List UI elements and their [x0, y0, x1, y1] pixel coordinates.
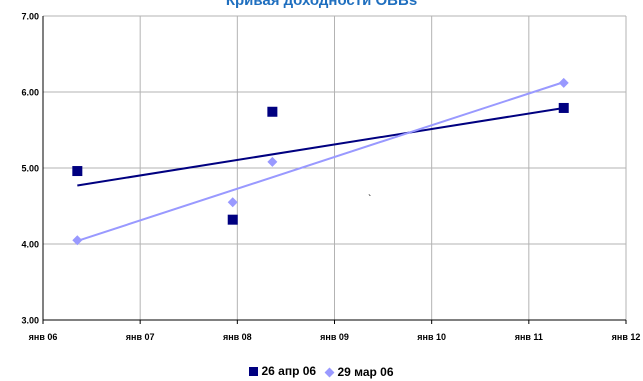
data-point-series-2	[72, 235, 83, 246]
legend-marker-square	[249, 366, 259, 376]
x-tick-label: янв 12	[612, 332, 641, 342]
y-tick-label: 6.00	[21, 88, 39, 98]
data-point-series-1	[227, 214, 238, 225]
legend-label-series-2: 29 мар 06	[337, 365, 394, 379]
legend-marker-diamond	[324, 367, 335, 377]
y-tick-label: 3.00	[21, 316, 39, 326]
data-point-series-2	[558, 77, 569, 88]
data-point-series-1	[72, 166, 83, 177]
data-point-series-1	[267, 106, 278, 117]
y-tick-label: 7.00	[21, 12, 39, 22]
data-point-series-2	[227, 197, 238, 208]
y-tick-label: 4.00	[21, 240, 39, 250]
y-tick-label: 5.00	[21, 164, 39, 174]
annotation-mark: `	[368, 193, 371, 205]
legend-label-series-1: 26 апр 06	[261, 364, 317, 378]
trendline-series-1	[77, 106, 564, 187]
legend-entry-series-2: 29 мар 06	[323, 365, 394, 379]
chart-title: Кривая доходности OBBs	[225, 0, 418, 9]
x-tick-label: янв 11	[515, 332, 543, 342]
trendline-series-2	[77, 81, 565, 242]
legend: 26 апр 06 29 мар 06	[0, 364, 643, 379]
x-tick-label: янв 10	[417, 332, 446, 342]
x-tick-label: янв 06	[29, 332, 58, 342]
x-tick-label: янв 08	[223, 332, 252, 342]
data-point-series-2	[267, 156, 278, 167]
x-tick-label: янв 07	[126, 332, 155, 342]
legend-entry-series-1: 26 апр 06	[249, 364, 316, 378]
x-tick-label: янв 09	[320, 332, 349, 342]
data-point-series-1	[558, 102, 569, 113]
